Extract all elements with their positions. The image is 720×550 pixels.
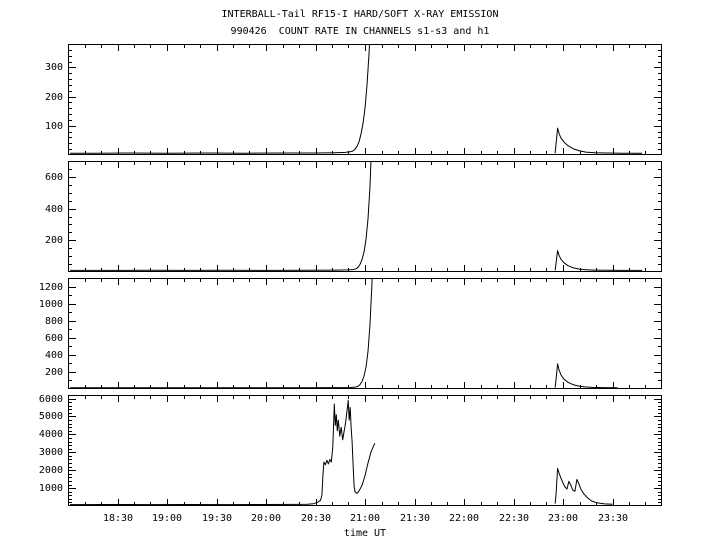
svg-text:200: 200 <box>45 367 63 378</box>
x-axis-label: time UT <box>343 528 387 539</box>
svg-text:21:30: 21:30 <box>400 513 430 524</box>
svg-text:400: 400 <box>45 204 63 215</box>
svg-text:3000: 3000 <box>39 447 63 458</box>
svg-text:19:30: 19:30 <box>202 513 232 524</box>
svg-text:20:00: 20:00 <box>251 513 281 524</box>
svg-text:4000: 4000 <box>39 429 63 440</box>
svg-text:400: 400 <box>45 350 63 361</box>
svg-text:23:00: 23:00 <box>548 513 578 524</box>
svg-text:1000: 1000 <box>39 299 63 310</box>
svg-text:1200: 1200 <box>39 282 63 293</box>
svg-text:600: 600 <box>45 333 63 344</box>
svg-text:6000: 6000 <box>39 394 63 405</box>
svg-text:20:30: 20:30 <box>301 513 331 524</box>
svg-text:2000: 2000 <box>39 465 63 476</box>
svg-text:200: 200 <box>45 92 63 103</box>
svg-text:23:30: 23:30 <box>598 513 628 524</box>
svg-text:22:00: 22:00 <box>449 513 479 524</box>
svg-text:22:30: 22:30 <box>499 513 529 524</box>
svg-text:21:00: 21:00 <box>350 513 380 524</box>
svg-text:1000: 1000 <box>39 483 63 494</box>
chart-title: INTERBALL-Tail RF15-I HARD/SOFT X-RAY EM… <box>221 9 499 20</box>
svg-text:300: 300 <box>45 62 63 73</box>
svg-text:5000: 5000 <box>39 411 63 422</box>
svg-text:18:30: 18:30 <box>103 513 133 524</box>
svg-text:100: 100 <box>45 121 63 132</box>
svg-text:200: 200 <box>45 235 63 246</box>
svg-text:600: 600 <box>45 172 63 183</box>
svg-text:19:00: 19:00 <box>152 513 182 524</box>
chart-subtitle: 990426 COUNT RATE IN CHANNELS s1-s3 and … <box>230 26 490 37</box>
svg-text:800: 800 <box>45 316 63 327</box>
